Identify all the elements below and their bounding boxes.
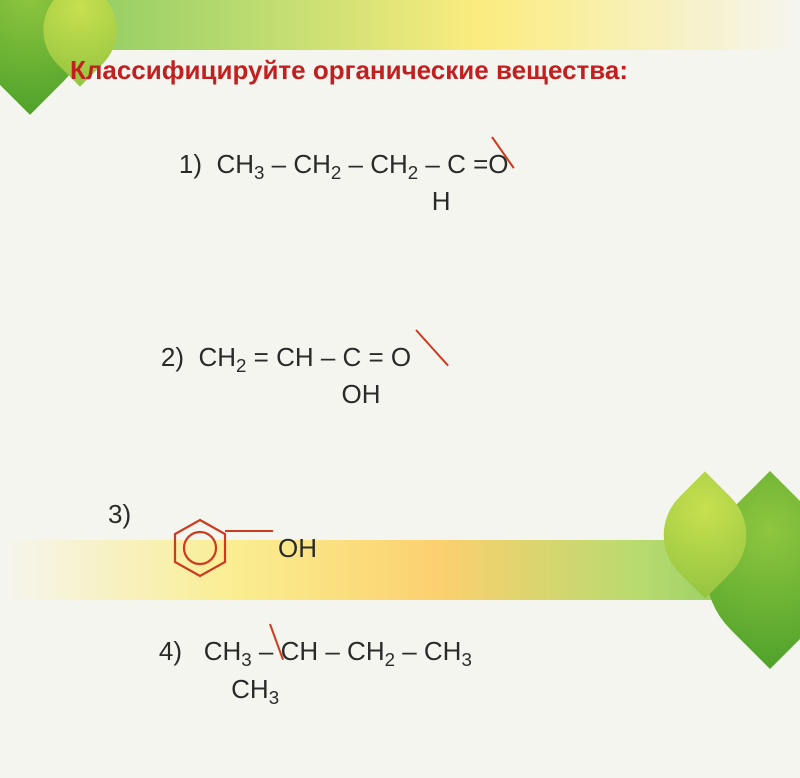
compound-index: 3) xyxy=(108,499,131,530)
subscript: 2 xyxy=(331,162,341,183)
formula-line2: СН xyxy=(130,674,269,704)
compound-index: 4) xyxy=(159,636,182,666)
compound-4: 4) СН3 – СН – СН2 – СН3 СН3 xyxy=(130,601,760,777)
subscript: 2 xyxy=(236,355,246,376)
formula-text: – С =О xyxy=(418,149,508,179)
inner-circle xyxy=(184,532,216,564)
subscript: 2 xyxy=(385,649,395,670)
formula-text: = СН – С = О xyxy=(246,342,411,372)
formula-text: – СН xyxy=(341,149,407,179)
formula-text: СН xyxy=(184,342,236,372)
decor-top-band xyxy=(0,0,800,50)
formula-text: СН xyxy=(202,149,254,179)
formula-text: – СН xyxy=(264,149,330,179)
formula-text: – СН – СН xyxy=(252,636,385,666)
compound-index: 2) xyxy=(161,342,184,372)
compound-3: 3) ОН xyxy=(108,499,760,589)
formula-text: – СН xyxy=(395,636,461,666)
bond-line xyxy=(225,530,273,532)
subscript: 2 xyxy=(408,162,418,183)
benzene-ring-icon xyxy=(170,517,232,581)
bond-line xyxy=(415,329,449,366)
slide-title: Классифицируйте органические вещества: xyxy=(70,55,760,86)
formula-text: СН xyxy=(182,636,241,666)
compound-index: 1) xyxy=(179,149,202,179)
subscript: 3 xyxy=(241,649,251,670)
subscript: 3 xyxy=(461,649,471,670)
slide-content: Классифицируйте органические вещества: 1… xyxy=(70,55,760,560)
subscript: 3 xyxy=(254,162,264,183)
formula-line2: Н xyxy=(150,186,451,216)
subscript: 3 xyxy=(269,687,279,708)
substituent-label: ОН xyxy=(278,533,317,564)
formula-line2: ОН xyxy=(132,379,381,409)
compound-2: 2) СН2 = СН – С = О ОН xyxy=(132,307,760,480)
compound-1: 1) СН3 – СН2 – СН2 – С =О Н xyxy=(150,114,760,287)
hexagon xyxy=(175,520,225,576)
